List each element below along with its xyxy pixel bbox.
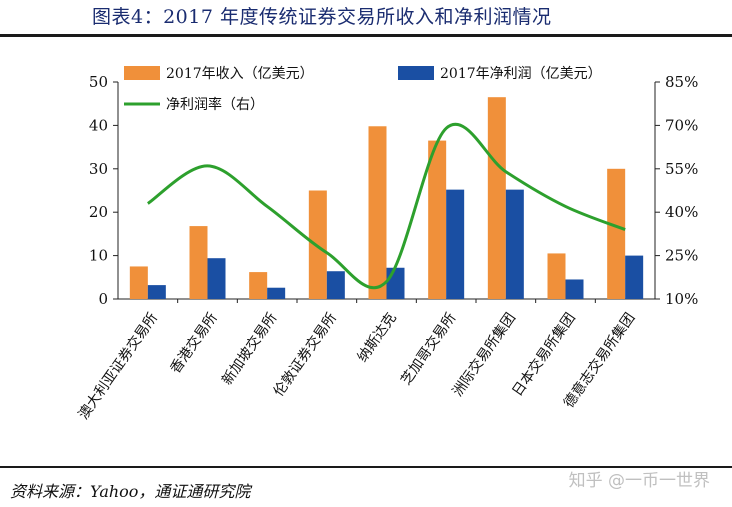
revenue-bar [428, 140, 447, 299]
profit-bar [207, 258, 226, 299]
revenue-bar [487, 97, 506, 299]
legend-profit-swatch [398, 66, 434, 80]
y-right-tick-label: 25% [665, 247, 698, 265]
legend-profit-label: 2017年净利润（亿美元） [440, 66, 602, 82]
legend-margin-label: 净利润率（右） [166, 96, 264, 113]
revenue-bar [547, 253, 566, 299]
y-left-tick-label: 0 [98, 290, 108, 308]
page-title: 图表4：2017 年度传统证券交易所收入和净利润情况 [92, 6, 552, 28]
category-label: 纳斯达克 [355, 310, 400, 365]
profit-bar [147, 285, 166, 299]
revenue-bar [607, 168, 626, 299]
y-right-tick-label: 70% [665, 116, 698, 134]
legend-revenue-label: 2017年收入（亿美元） [166, 66, 314, 82]
category-label: 芝加哥交易所 [397, 310, 459, 389]
profit-bar [446, 189, 465, 299]
profit-bar [326, 271, 345, 299]
profit-bar [386, 267, 405, 299]
y-right-tick-label: 40% [665, 203, 698, 221]
profit-bar [505, 189, 524, 299]
y-left-tick-label: 10 [89, 247, 108, 265]
margin-line [146, 122, 626, 290]
category-label: 新加坡交易所 [218, 310, 280, 389]
profit-bar [625, 255, 644, 299]
revenue-bar [189, 226, 208, 299]
axes: 0 10 20 30 40 50 10% 25% 40% 55% 70% 85% 澳大利亚证券交易所 香港… [75, 73, 698, 423]
profit-bar [565, 279, 584, 299]
source-note: 资料来源：Yahoo，通证通研究院 [10, 482, 251, 501]
margin-line-path [146, 122, 626, 290]
legend: 2017年收入（亿美元） 2017年净利润（亿美元） 净利润率（右） [124, 66, 602, 113]
y-right-tick-label: 55% [665, 160, 698, 178]
category-label: 洲际交易所集团 [449, 310, 519, 400]
profit-bar [267, 287, 286, 299]
y-right-tick-label: 10% [665, 290, 698, 308]
category-label: 澳大利亚证券交易所 [75, 310, 161, 423]
chart: 0 10 20 30 40 50 10% 25% 40% 55% 70% 85% 澳大利亚证券交易所 香港… [75, 66, 698, 423]
y-left-tick-label: 20 [89, 203, 108, 221]
top-rule [0, 34, 732, 37]
y-left-tick-label: 30 [89, 160, 108, 178]
category-label: 香港交易所 [167, 310, 221, 377]
bars [129, 97, 644, 299]
revenue-bar [368, 126, 387, 299]
legend-revenue-swatch [124, 66, 160, 80]
y-right-tick-label: 85% [665, 73, 698, 91]
category-label: 日本交易所集团 [509, 310, 579, 400]
y-left-tick-label: 40 [89, 116, 108, 134]
revenue-bar [129, 266, 148, 299]
revenue-bar [249, 272, 268, 299]
category-label: 伦敦证券交易所 [270, 310, 340, 400]
y-left-tick-label: 50 [89, 73, 108, 91]
watermark: 知乎 @一币一世界 [568, 471, 710, 491]
bottom-rule [0, 466, 732, 468]
